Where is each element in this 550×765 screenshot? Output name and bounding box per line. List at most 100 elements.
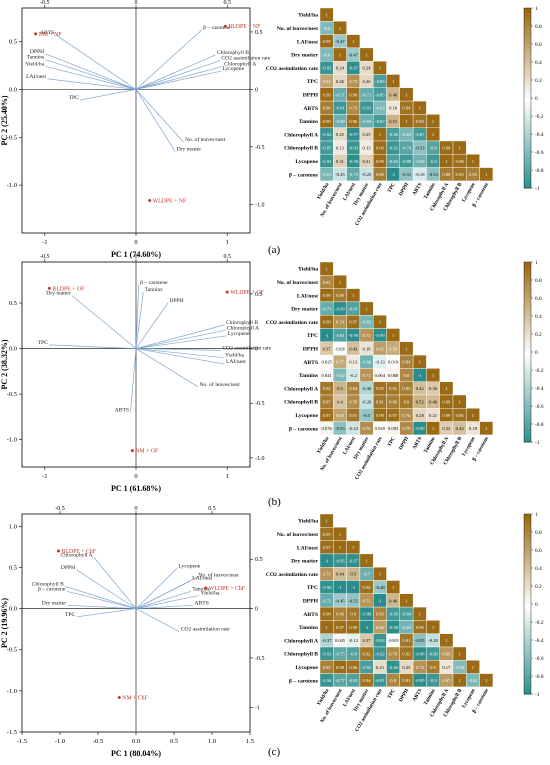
heatmap-value: -0.97	[348, 558, 358, 563]
heatmap-value: 0.25	[402, 665, 411, 670]
heatmap-value: 1	[445, 638, 448, 643]
row-label-lycopene: Lycopene	[295, 413, 318, 419]
heatmap-value: 0.84	[402, 360, 411, 365]
heatmap-value: 0.92	[323, 386, 332, 391]
y-axis-label: PC 2 (19.96%)	[0, 598, 9, 648]
heatmap-value: 1	[326, 266, 329, 271]
colorbar-step	[524, 374, 531, 380]
heatmap-value: -0.62	[335, 373, 345, 378]
colorbar-step	[524, 676, 531, 681]
colorbar-step	[524, 599, 531, 605]
y-tick-label: 0.0	[9, 346, 17, 353]
colorbar-step	[524, 554, 531, 560]
colorbar-step	[524, 356, 531, 362]
x-axis-label: PC 1 (74.60%)	[111, 250, 161, 259]
colorbar-step	[524, 134, 531, 139]
colorbar-step	[524, 671, 531, 677]
right-tick-label: 0.5	[255, 30, 263, 36]
heatmap-value: -0.87	[375, 119, 385, 124]
column-label-abts: ABTS	[412, 436, 424, 451]
heatmap-value: -0.91	[375, 678, 385, 683]
loading-vector-tpc	[80, 89, 137, 101]
loading-vector-lycopene	[135, 70, 221, 90]
colorbar-step	[524, 536, 531, 542]
colorbar-tick-label: 0.2	[535, 584, 542, 590]
colorbar-step	[524, 21, 531, 27]
heatmap-value: 0.88	[442, 172, 451, 177]
right-tick-label: -0.5	[255, 401, 265, 407]
column-label-tannins: Tannins	[423, 436, 437, 454]
heatmap-value: 1	[405, 119, 408, 124]
loading-label-lycopene: Lycopene	[222, 66, 244, 72]
heatmap-value: -1	[325, 558, 330, 563]
heatmap-value: 0.43	[456, 426, 465, 431]
heatmap-value: 0.96	[456, 413, 465, 418]
heatmap-value: 1	[379, 572, 382, 577]
y-axis-label: PC 2 (25.40%)	[0, 95, 9, 145]
loading-label-carotene: β – carotene	[203, 25, 231, 31]
x-tick-label: -1	[42, 239, 47, 246]
colorbar-step	[524, 433, 531, 438]
colorbar-step	[524, 572, 531, 578]
loading-vector-no-of-leaves-nest	[135, 89, 184, 143]
heatmap-value: 0.26	[336, 79, 345, 84]
heatmap-value: -0.81	[348, 678, 358, 683]
heatmap-value: -1	[418, 373, 423, 378]
heatmap-value: -0.63	[362, 320, 372, 325]
row-label-lycopene: Lycopene	[295, 665, 318, 671]
loading-vector-dry-matter	[67, 604, 137, 609]
heatmap-value: 0.91	[349, 413, 358, 418]
colorbar-step	[524, 71, 531, 76]
heatmap-value: 0.25	[336, 132, 345, 137]
top-tick-label: -0.5	[55, 506, 65, 512]
heatmap-value: -0.91	[362, 106, 372, 111]
sample-point-wldpe-nf	[148, 198, 152, 202]
colorbar-step	[524, 631, 531, 636]
heatmap-value: 0.9	[350, 612, 356, 617]
loading-label-chlorophyll-a: Chlorophyll A	[224, 61, 256, 67]
colorbar-step	[524, 541, 531, 546]
heatmap-value: 1	[419, 612, 422, 617]
colorbar-step	[524, 388, 531, 393]
loading-vector-dpph	[45, 53, 137, 90]
column-label-abts: ABTS	[412, 182, 424, 197]
heatmap-value: 0.31	[363, 159, 372, 164]
loading-vector-chlorophyll-a	[93, 557, 137, 609]
heatmap-value: 0.16	[389, 106, 398, 111]
right-tick-label: 0	[255, 347, 258, 353]
heatmap-value: 0.18	[469, 426, 478, 431]
heatmap-value: -0.86	[388, 132, 398, 137]
colorbar-step	[524, 667, 531, 672]
row-label-dpph: DPPH	[303, 598, 319, 604]
row-label-lycopene: Lycopene	[295, 159, 318, 165]
right-tick-label: 0.5	[255, 557, 263, 563]
heatmap-value: 0.068	[388, 373, 399, 378]
heatmap-value: 0.66	[376, 625, 385, 630]
heatmap-value: 0.79	[349, 106, 358, 111]
colorbar-step	[524, 662, 531, 668]
row-label-dry-matter: Dry matter	[291, 307, 318, 313]
heatmap-value: 0.84	[349, 386, 358, 391]
colorbar-tick-label: 0.4	[535, 566, 542, 572]
heatmap-value: 0.5	[350, 572, 356, 577]
loading-vector-co2-assimilation-rate	[135, 608, 180, 632]
heatmap-value: 0.99	[376, 145, 385, 150]
heatmap-value: -0.5	[363, 413, 371, 418]
heatmap-value: -0.45	[335, 598, 345, 603]
loading-label-yield-ha: Yield/ha	[25, 61, 44, 67]
row-label-chlorophyll-b: Chlorophyll B	[284, 146, 318, 152]
loading-label-co2-assimilation-rate: CO2 assimilation rate	[181, 627, 230, 633]
heatmap-value: -0.99	[415, 678, 425, 683]
loading-vector-yield-ha	[45, 66, 137, 90]
heatmap-value: 0.71	[363, 373, 372, 378]
row-label-dpph: DPPH	[303, 346, 319, 352]
loading-vector-no-of-leaves-nest	[135, 348, 199, 388]
row-label-tpc: TPC	[307, 585, 318, 591]
x-tick-label: -1.0	[55, 738, 65, 745]
heatmap-value: 0.99	[323, 119, 332, 124]
colorbar-step	[524, 174, 531, 180]
colorbar-step	[524, 410, 531, 416]
heatmap-value: -0.37	[322, 638, 332, 643]
row-label-co2-assimilation-rate: CO2 assimilation rate	[266, 572, 319, 578]
